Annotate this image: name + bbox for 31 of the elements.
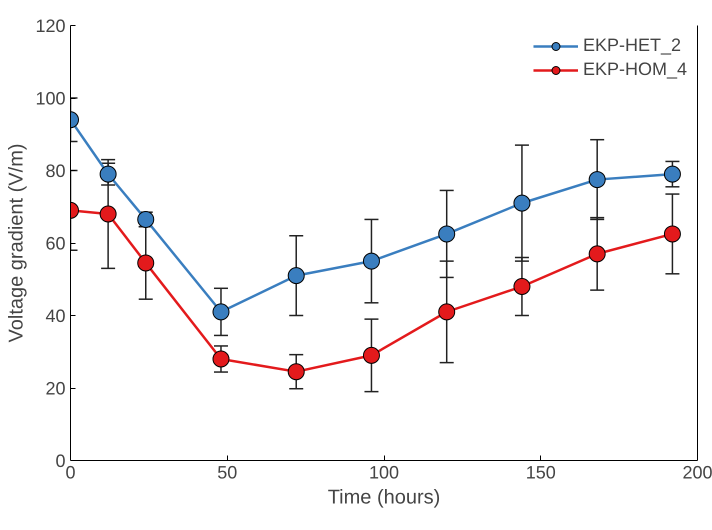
point xyxy=(362,346,380,364)
y-tick-label: 120 xyxy=(35,16,66,36)
point xyxy=(588,171,606,188)
point xyxy=(212,303,230,320)
y-tick-label: 60 xyxy=(45,234,66,254)
point xyxy=(588,245,606,262)
point xyxy=(438,225,456,242)
point xyxy=(100,166,117,183)
point xyxy=(664,166,681,183)
point xyxy=(362,252,380,270)
point xyxy=(513,194,530,212)
x-tick-label: 150 xyxy=(526,462,556,482)
point xyxy=(513,278,530,295)
point xyxy=(212,350,230,368)
y-axis-title: Voltage gradient (V/m) xyxy=(5,143,28,342)
y-tick-label: 20 xyxy=(45,378,66,398)
y-tick-label: 80 xyxy=(45,161,66,181)
legend-label: EKP-HOM_4 xyxy=(582,59,687,80)
point xyxy=(438,303,456,320)
legend-label: EKP-HET_2 xyxy=(582,35,682,56)
point xyxy=(288,363,305,380)
point xyxy=(288,267,305,284)
y-tick-label: 100 xyxy=(35,88,66,108)
point xyxy=(100,206,117,222)
x-tick-label: 100 xyxy=(368,462,400,482)
x-axis-title: Time (hours) xyxy=(328,486,440,508)
x-tick-label: 200 xyxy=(682,462,712,482)
x-tick-label: 50 xyxy=(217,462,238,482)
point xyxy=(137,254,154,272)
point xyxy=(664,225,681,242)
y-tick-label: 40 xyxy=(45,306,66,326)
